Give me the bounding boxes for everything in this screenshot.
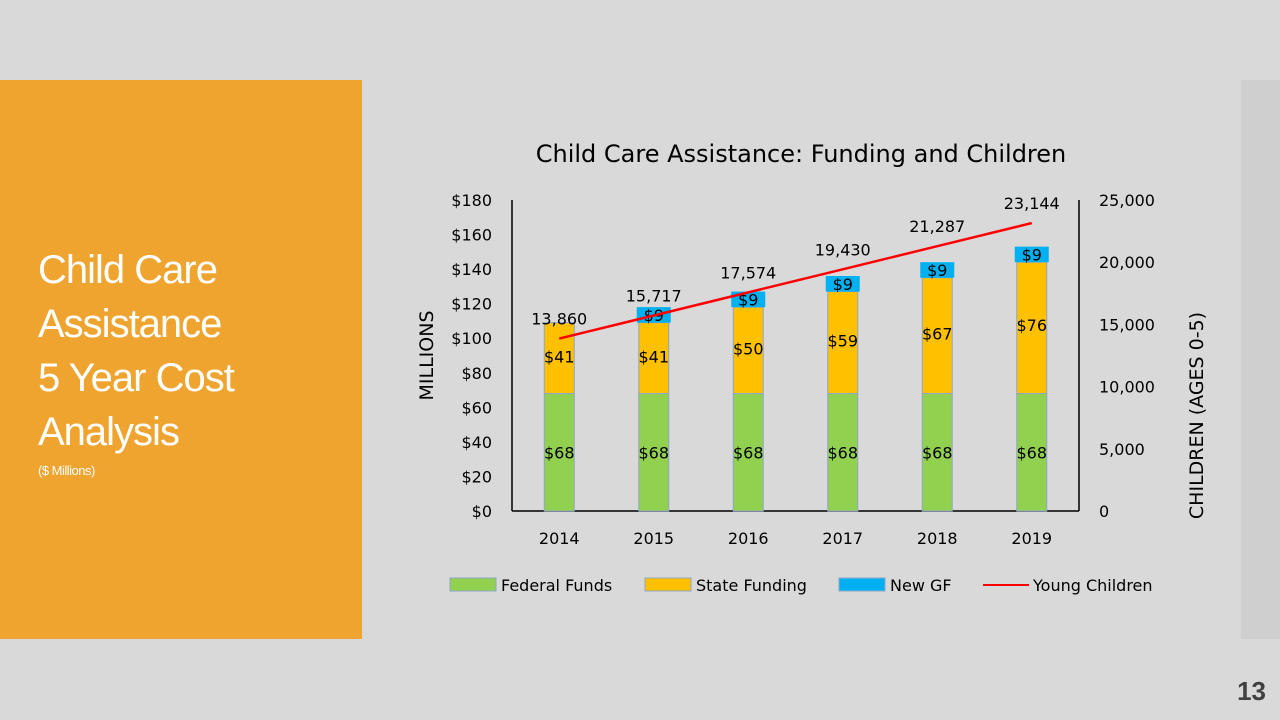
y-tick-label: $60 [461, 398, 492, 417]
bar-value-label: $41 [544, 348, 575, 367]
line-value-label: 17,574 [720, 263, 776, 282]
line-value-label: 13,860 [531, 310, 587, 329]
legend-label: Federal Funds [501, 576, 612, 595]
x-tick-label: 2016 [728, 529, 769, 548]
legend-swatch [838, 577, 886, 592]
x-tick-label: 2017 [822, 529, 863, 548]
bar-value-label: $59 [827, 332, 858, 351]
bar-value-label: $9 [1022, 245, 1042, 264]
slide-title-line-4: Analysis [38, 410, 180, 454]
x-tick-label: 2018 [917, 529, 958, 548]
bar-value-label: $9 [927, 261, 947, 280]
legend-swatch [449, 577, 497, 592]
bar-new-gf [1014, 246, 1049, 263]
bar-new-gf [920, 262, 955, 278]
bar-new-gf [825, 276, 860, 292]
y2-axis-title: CHILDREN (AGES 0-5) [1186, 312, 1208, 519]
page-number: 13 [1237, 676, 1266, 706]
y-tick-label: $160 [451, 226, 492, 245]
bar-value-label: $68 [922, 443, 953, 462]
x-tick-label: 2014 [539, 529, 580, 548]
slide-title-line-3: 5 Year Cost [38, 356, 235, 400]
slide-title-line-1: Child Care [38, 248, 218, 292]
bar-value-label: $41 [638, 348, 669, 367]
y2-tick-label: 5,000 [1099, 440, 1145, 459]
y2-tick-label: 15,000 [1099, 315, 1155, 334]
y2-tick-label: 25,000 [1099, 191, 1155, 210]
bar-value-label: $68 [1016, 443, 1047, 462]
bar-value-label: $67 [922, 324, 953, 343]
bar-federal-funds [1016, 393, 1048, 512]
bar-state-funding [732, 306, 764, 395]
x-tick-label: 2019 [1011, 529, 1052, 548]
bar-value-label: $68 [544, 443, 575, 462]
bar-value-label: $9 [833, 275, 853, 294]
legend-label: New GF [890, 576, 952, 595]
y-tick-label: $120 [451, 295, 492, 314]
slide-title: Child Care Assistance 5 Year Cost Analys… [38, 243, 235, 479]
y-tick-label: $80 [461, 364, 492, 383]
y-axis-title: MILLIONS [416, 311, 438, 401]
y-tick-label: $100 [451, 329, 492, 348]
chart-title: Child Care Assistance: Funding and Child… [536, 140, 1067, 168]
bar-state-funding [543, 322, 575, 395]
bar-federal-funds [732, 393, 764, 512]
y-tick-label: $20 [461, 467, 492, 486]
slide-title-line-2: Assistance [38, 302, 222, 346]
line-value-label: 19,430 [815, 240, 871, 259]
slide-subtitle: ($ Millions) [38, 463, 95, 478]
title-panel [0, 80, 362, 639]
bar-federal-funds [638, 393, 670, 512]
x-tick-label: 2015 [633, 529, 674, 548]
bar-value-label: $68 [827, 443, 858, 462]
y-tick-label: $0 [472, 502, 492, 521]
bar-state-funding [827, 291, 859, 395]
y2-tick-label: 10,000 [1099, 378, 1155, 397]
y-tick-label: $40 [461, 433, 492, 452]
bar-value-label: $9 [738, 290, 758, 309]
young-children-line [558, 221, 1033, 340]
right-edge-strip [1241, 80, 1280, 639]
y-tick-label: $140 [451, 260, 492, 279]
y2-tick-label: 20,000 [1099, 253, 1155, 272]
bar-state-funding [1016, 261, 1048, 395]
line-value-label: 15,717 [626, 286, 682, 305]
bar-value-label: $76 [1016, 316, 1047, 335]
bar-value-label: $68 [733, 443, 764, 462]
bar-federal-funds [543, 393, 575, 512]
y-tick-label: $180 [451, 191, 492, 210]
bar-value-label: $68 [638, 443, 669, 462]
line-value-label: 21,287 [909, 217, 965, 236]
legend-label: State Funding [696, 576, 807, 595]
y2-tick-label: 0 [1099, 502, 1109, 521]
bar-federal-funds [827, 393, 859, 512]
legend-swatch [644, 577, 692, 592]
legend-label: Young Children [1032, 576, 1153, 595]
line-value-label: 23,144 [1004, 194, 1060, 213]
bar-state-funding [638, 322, 670, 395]
bar-value-label: $50 [733, 340, 764, 359]
